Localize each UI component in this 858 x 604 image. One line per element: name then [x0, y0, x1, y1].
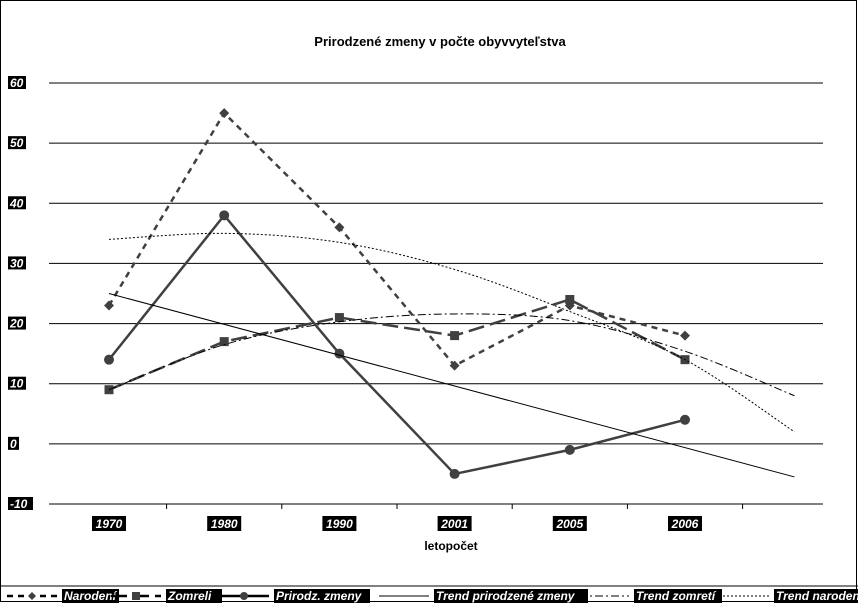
legend-item: Trend narodení — [719, 589, 858, 603]
data-point-square — [334, 313, 344, 323]
data-point-circle — [564, 444, 575, 455]
x-tick-box — [668, 516, 702, 531]
y-tick-box — [8, 497, 33, 510]
data-point-diamond — [449, 360, 460, 371]
legend: Narodení Zomreli Prirodz. zmeny Trend priro… — [1, 585, 858, 603]
data-point-circle — [334, 348, 345, 359]
x-tick-box — [437, 516, 472, 531]
data-point-diamond — [680, 330, 690, 341]
legend-label: Trend prirodzené zmeny — [436, 589, 576, 603]
legend-label-box — [774, 589, 858, 603]
gridlines — [49, 82, 823, 505]
x-axis-label: letopočet — [424, 539, 477, 553]
series-line-1 — [108, 298, 686, 391]
legend-label: Trend narodení — [776, 589, 858, 603]
legend-label-box — [166, 589, 222, 603]
legend-label-box — [434, 589, 588, 603]
data-point-circle — [449, 468, 460, 479]
y-tick-label: 60 — [10, 76, 24, 90]
y-tick-box — [8, 256, 26, 270]
data-point-circle — [680, 414, 690, 425]
legend-marker — [28, 592, 36, 600]
y-tick-box — [8, 76, 26, 89]
legend-label: Narodení — [64, 589, 118, 603]
x-tick-label: 1990 — [326, 517, 353, 531]
y-tick-box — [8, 196, 26, 210]
data-point-diamond — [334, 222, 345, 233]
x-tick-label: 2006 — [671, 517, 699, 531]
series-line-4 — [108, 313, 795, 397]
chart-title: Prirodzené zmeny v počte obyvvyteľstva — [314, 34, 566, 49]
series-line-5 — [108, 232, 795, 433]
y-tick-label: 30 — [10, 256, 24, 270]
y-tick-label: 10 — [10, 377, 24, 391]
x-tick-box — [552, 516, 587, 531]
data-point-square — [450, 331, 460, 341]
y-tick-label: 40 — [9, 196, 24, 210]
legend-label-box — [62, 589, 119, 603]
legend-item: Trend prirodzené zmeny — [379, 589, 588, 603]
legend-item: Narodení — [7, 589, 119, 603]
legend-item: Zomreli — [111, 589, 222, 603]
y-tick-box — [8, 316, 26, 330]
x-tick-box — [92, 516, 126, 531]
legend-marker — [240, 592, 248, 600]
data-point-circle — [104, 354, 114, 365]
series-layer — [104, 108, 795, 479]
legend-item: Trend zomretí — [579, 589, 722, 603]
series-line-0 — [107, 111, 686, 368]
legend-label: Trend zomretí — [636, 589, 717, 603]
legend-label-box — [274, 589, 370, 603]
data-point-diamond — [219, 108, 230, 119]
y-tick-label: -10 — [10, 497, 28, 511]
y-axis-ticks: 60 50 40 30 20 10 0 -10 — [8, 76, 33, 511]
legend-marker — [132, 592, 140, 600]
y-tick-label: 20 — [9, 317, 24, 331]
x-tick-label: 1970 — [96, 517, 123, 531]
y-tick-box — [8, 376, 26, 390]
y-tick-box — [8, 436, 19, 450]
x-tick-label: 2005 — [555, 517, 583, 531]
legend-label: Prirodz. zmeny — [276, 589, 363, 603]
series-line-2 — [108, 213, 686, 476]
data-point-square — [219, 337, 229, 347]
legend-label-box — [634, 589, 722, 603]
y-tick-box — [8, 136, 26, 150]
x-tick-label: 2001 — [440, 517, 468, 531]
x-axis-ticks: 1970 1980 1990 2001 2005 2006 — [92, 504, 744, 531]
data-point-square — [565, 295, 575, 305]
data-point-diamond — [104, 300, 114, 311]
y-tick-label: 50 — [10, 136, 24, 150]
x-tick-label: 1980 — [211, 517, 238, 531]
y-tick-label: 0 — [10, 437, 17, 451]
legend-label: Zomreli — [167, 589, 212, 603]
x-tick-box — [322, 516, 357, 531]
legend-item: Prirodz. zmeny — [219, 589, 370, 603]
data-point-circle — [219, 210, 230, 221]
series-line-3 — [108, 293, 795, 478]
x-tick-box — [207, 516, 242, 531]
